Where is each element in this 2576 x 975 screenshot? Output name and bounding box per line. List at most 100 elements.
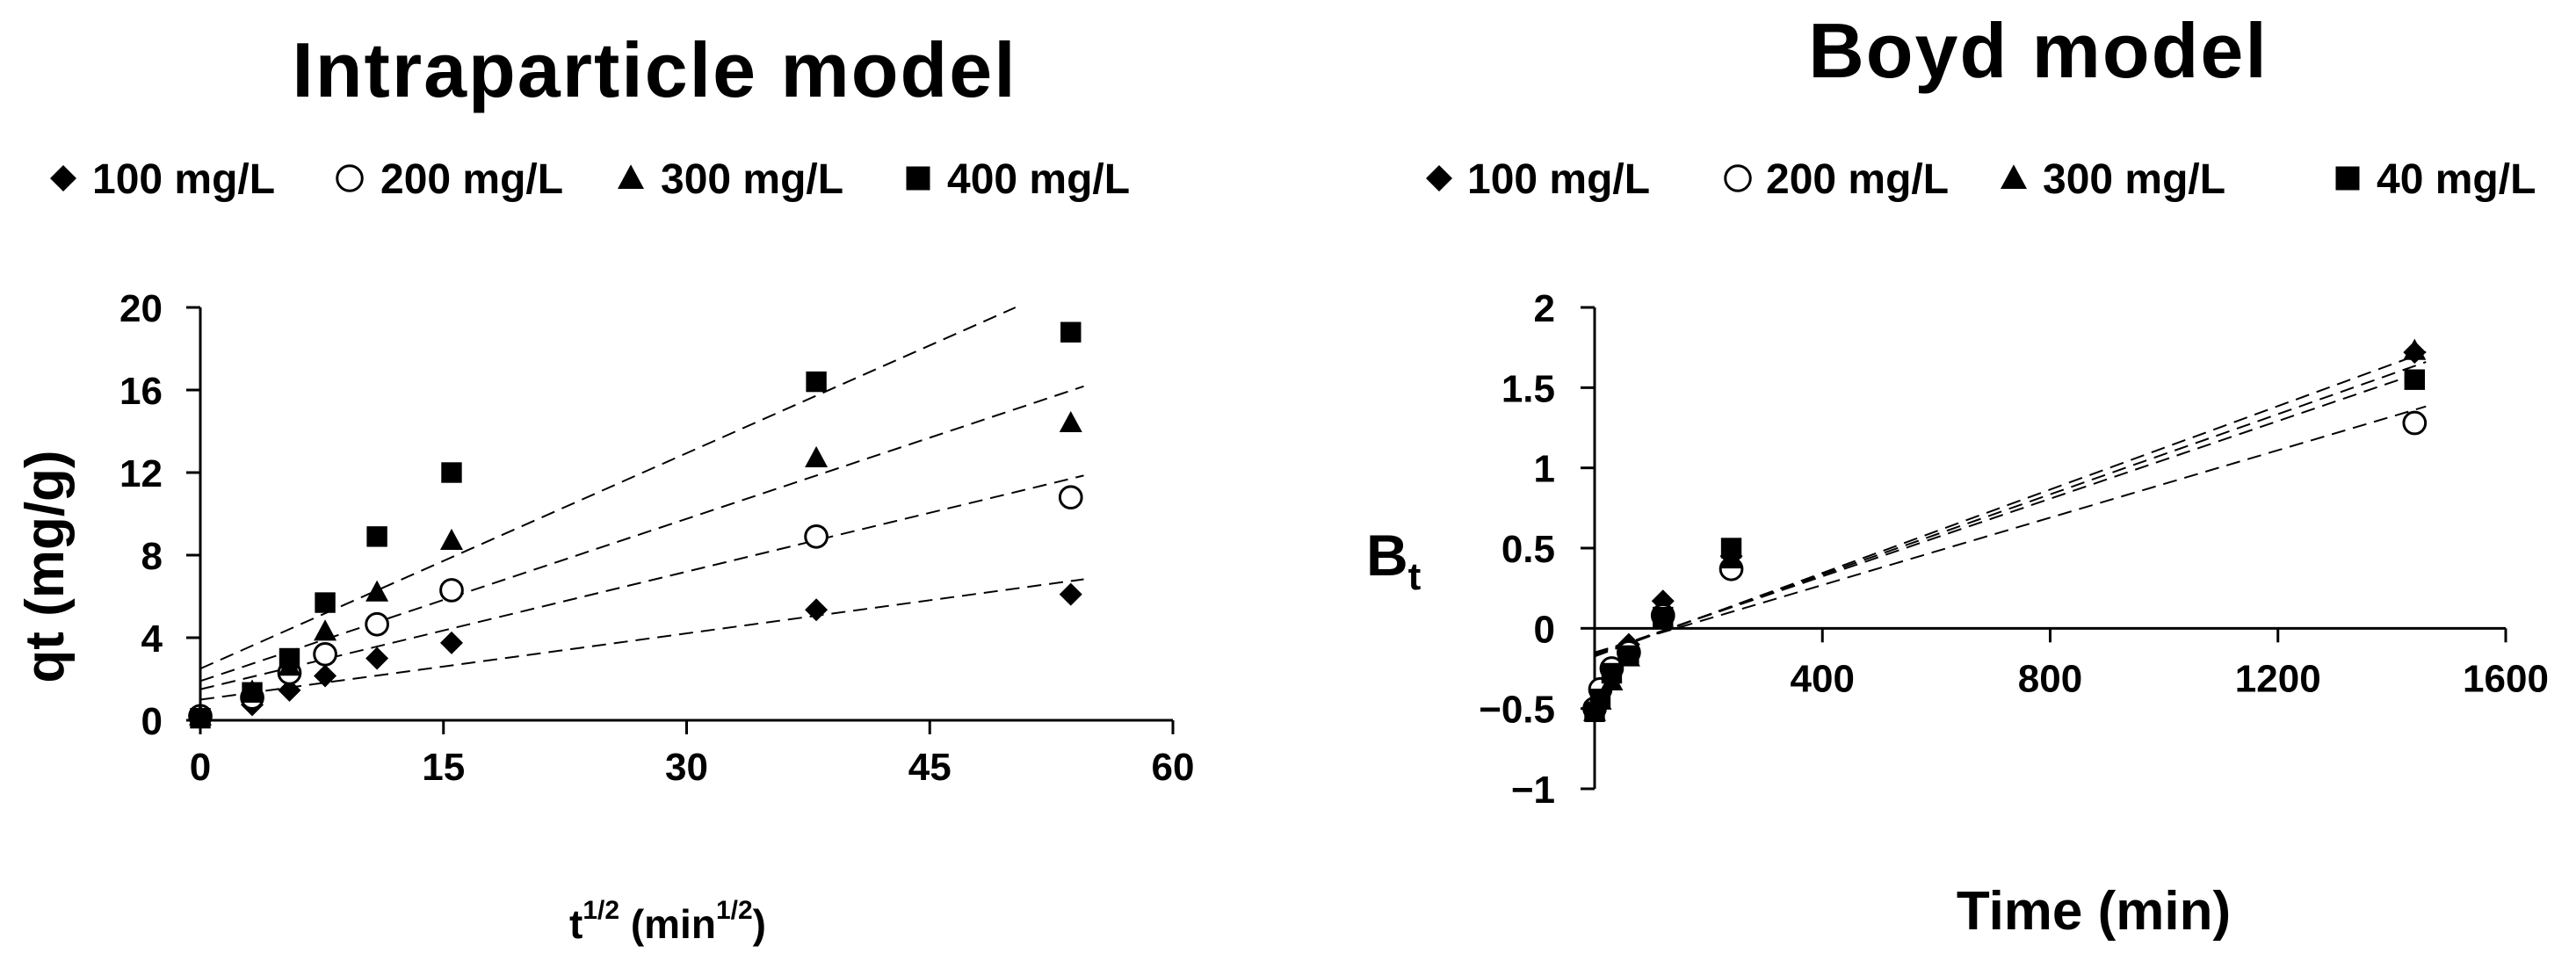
x-tick-label: 60 xyxy=(1152,746,1195,789)
fit-line-200-mg-L xyxy=(199,474,1084,690)
intraparticle-y-label: qt (mg/g) xyxy=(15,450,76,682)
legend-marker-diamond xyxy=(50,165,76,191)
y-tick-label: 1.5 xyxy=(1501,367,1555,410)
x-tick-label: 0 xyxy=(190,746,211,789)
data-point-square xyxy=(279,647,300,669)
data-point-circle xyxy=(804,524,829,549)
data-point-circle xyxy=(313,641,337,667)
data-point-triangle xyxy=(1059,410,1082,432)
boyd-chart: Boyd model 100 mg/L 200 mg/L 300 mg/L 40… xyxy=(1366,7,2549,942)
data-point-square xyxy=(242,682,263,703)
legend-item-200: 200 mg/L xyxy=(1724,156,1949,203)
y-label-sub-t: t xyxy=(1408,555,1422,598)
legend-marker-diamond xyxy=(1426,165,1452,191)
y-tick-label: 0.5 xyxy=(1501,528,1555,571)
legend-item-100: 100 mg/L xyxy=(50,156,275,203)
x-label-t: t xyxy=(569,901,582,947)
data-point-square xyxy=(315,592,336,613)
fit-line-400-mg-L xyxy=(199,307,1017,670)
boyd-plot-area: −1 −0.5 0 0.5 1 1.5 2 400 800 1200 1600 xyxy=(1479,287,2549,812)
legend-label-40: 40 mg/L xyxy=(2377,156,2536,203)
y-tick-label: 0 xyxy=(141,700,163,743)
y-tick-label: 20 xyxy=(119,287,163,330)
data-point-square xyxy=(190,707,211,729)
data-point-triangle xyxy=(805,445,829,467)
data-point-square xyxy=(1618,645,1639,667)
intraparticle-plot-area: 0 4 8 12 16 20 0 15 30 45 60 xyxy=(119,287,1194,789)
boyd-legend: 100 mg/L 200 mg/L 300 mg/L 40 mg/L xyxy=(1426,156,2536,203)
intraparticle-legend: 100 mg/L 200 mg/L 300 mg/L 400 mg/L xyxy=(50,156,1130,203)
x-label-unit-close: ) xyxy=(753,901,766,947)
y-tick-label: 16 xyxy=(119,370,163,413)
legend-label-200: 200 mg/L xyxy=(380,156,563,203)
y-tick-label: 0 xyxy=(1534,608,1555,651)
y-tick-label: 4 xyxy=(141,618,163,661)
data-point-diamond xyxy=(1059,582,1082,606)
data-point-square xyxy=(2404,369,2425,390)
legend-item-400: 400 mg/L xyxy=(906,156,1130,203)
y-tick-label: 8 xyxy=(141,535,163,578)
data-point-diamond xyxy=(314,664,337,688)
legend-marker-circle xyxy=(336,164,364,192)
data-point-circle xyxy=(439,578,464,603)
y-tick-label: 2 xyxy=(1534,287,1555,330)
legend-label-300: 300 mg/L xyxy=(661,156,843,203)
data-point-circle xyxy=(1058,485,1083,510)
intraparticle-title: Intraparticle model xyxy=(292,26,1017,113)
data-point-circle xyxy=(365,611,389,637)
legend-label-300: 300 mg/L xyxy=(2043,156,2225,203)
fit-line-200-mg-L xyxy=(1594,405,2427,654)
data-point-triangle xyxy=(2403,338,2427,360)
x-tick-label: 400 xyxy=(1791,657,1855,700)
data-point-diamond xyxy=(365,646,389,670)
legend-marker-triangle xyxy=(618,164,644,189)
data-point-square xyxy=(1601,662,1623,684)
data-point-square xyxy=(806,371,827,393)
x-label-unit-open: (min xyxy=(619,901,716,947)
legend-marker-square xyxy=(906,166,930,191)
fit-line-300-mg-L xyxy=(199,385,1084,682)
legend-marker-triangle xyxy=(2001,164,2027,189)
y-tick-label: 1 xyxy=(1534,448,1555,491)
x-label-unit-sup: 1/2 xyxy=(716,896,753,925)
data-point-square xyxy=(1589,689,1611,710)
data-point-square xyxy=(1653,606,1674,628)
legend-item-300: 300 mg/L xyxy=(2001,156,2225,203)
data-point-triangle xyxy=(439,528,463,550)
data-point-square xyxy=(366,526,387,547)
legend-label-400: 400 mg/L xyxy=(947,156,1130,203)
boyd-x-label: Time (min) xyxy=(1957,881,2231,942)
data-point-square xyxy=(1720,538,1742,559)
legend-label-100: 100 mg/L xyxy=(1467,156,1650,203)
legend-item-300: 300 mg/L xyxy=(618,156,843,203)
boyd-y-label: Bt xyxy=(1366,523,1422,598)
boyd-title: Boyd model xyxy=(1808,7,2268,94)
data-point-diamond xyxy=(278,678,301,702)
x-tick-label: 1200 xyxy=(2235,657,2321,700)
legend-item-40: 40 mg/L xyxy=(2335,156,2536,203)
y-label-B: B xyxy=(1366,523,1408,588)
y-tick-label: −0.5 xyxy=(1479,689,1555,732)
x-tick-label: 45 xyxy=(908,746,952,789)
intraparticle-x-label: t1/2 (min1/2) xyxy=(569,896,766,947)
fit-line-300-mg-L xyxy=(1594,350,2427,658)
legend-marker-circle xyxy=(1724,164,1752,192)
legend-label-200: 200 mg/L xyxy=(1766,156,1949,203)
data-point-circle xyxy=(2402,410,2428,436)
data-point-triangle xyxy=(365,580,389,602)
data-point-diamond xyxy=(805,598,829,622)
x-tick-label: 1600 xyxy=(2463,657,2549,700)
intraparticle-chart: Intraparticle model 100 mg/L 200 mg/L 30… xyxy=(15,26,1194,947)
x-label-t-sup: 1/2 xyxy=(582,896,619,925)
x-tick-label: 800 xyxy=(2018,657,2082,700)
data-point-triangle xyxy=(314,619,337,641)
fit-line-100-mg-L xyxy=(1594,361,2427,656)
y-tick-label: −1 xyxy=(1511,769,1555,812)
legend-label-100: 100 mg/L xyxy=(92,156,275,203)
x-tick-label: 30 xyxy=(665,746,708,789)
y-tick-label: 12 xyxy=(119,452,163,495)
legend-marker-square xyxy=(2335,166,2360,191)
legend-item-100: 100 mg/L xyxy=(1426,156,1650,203)
data-point-square xyxy=(1060,321,1082,343)
